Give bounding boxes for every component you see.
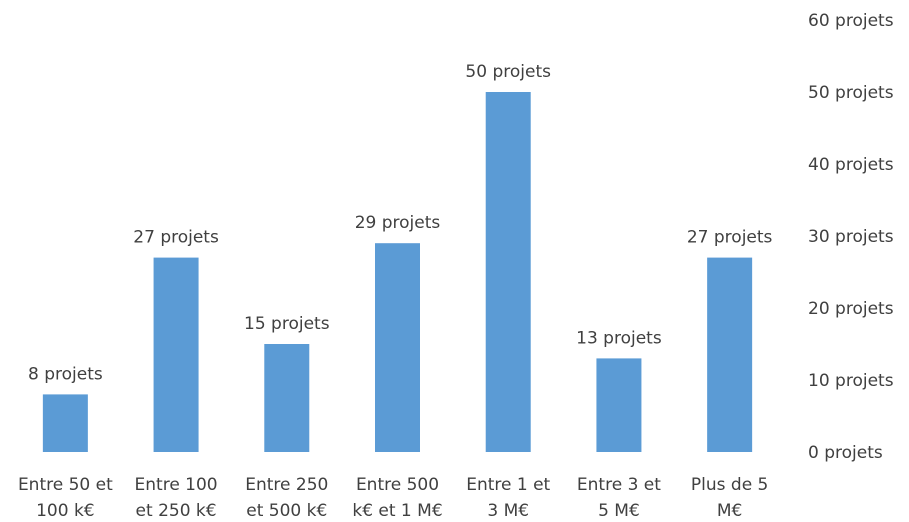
bar: [42, 394, 88, 452]
data-labels: 8 projets 27 projets 15 projets 29 projets 5…: [28, 62, 773, 384]
y-tick-label: 0 projets: [808, 443, 883, 463]
data-label: 29 projets: [355, 213, 441, 233]
y-axis: 0 projets 10 projets 20 projets 30 projets 4…: [808, 11, 894, 463]
data-label: 13 projets: [576, 328, 662, 348]
bar: [596, 358, 642, 452]
bar: [264, 344, 310, 452]
y-tick-label: 50 projets: [808, 83, 894, 103]
category-label: k€ et 1 M€: [352, 501, 442, 521]
category-label: Entre 50 et: [18, 475, 113, 495]
bars: [42, 92, 753, 452]
bar: [375, 243, 420, 452]
category-label: Entre 250: [245, 475, 328, 495]
data-label: 8 projets: [28, 364, 103, 384]
category-label: Entre 1 et: [466, 475, 550, 495]
category-label: 3 M€: [487, 501, 529, 521]
category-label: 100 k€: [36, 501, 95, 521]
y-tick-label: 30 projets: [808, 227, 894, 247]
category-label: 5 M€: [598, 501, 640, 521]
data-label: 50 projets: [465, 62, 551, 82]
category-label: M€: [717, 501, 742, 521]
bar: [153, 257, 199, 452]
y-tick-label: 60 projets: [808, 11, 894, 31]
category-label: Entre 500: [356, 475, 439, 495]
category-label: et 500 k€: [246, 501, 327, 521]
x-axis: Entre 50 et 100 k€ Entre 100 et 250 k€ Entre…: [18, 475, 768, 521]
data-label: 15 projets: [244, 314, 330, 334]
bar: [485, 92, 531, 452]
category-label: Entre 100: [135, 475, 218, 495]
category-label: Plus de 5: [691, 475, 768, 495]
data-label: 27 projets: [133, 228, 219, 248]
category-label: Entre 3 et: [577, 475, 661, 495]
category-label: et 250 k€: [136, 501, 217, 521]
data-label: 27 projets: [687, 228, 773, 248]
y-tick-label: 20 projets: [808, 299, 894, 319]
y-tick-label: 40 projets: [808, 155, 894, 175]
y-tick-label: 10 projets: [808, 371, 894, 391]
bar: [707, 257, 753, 452]
